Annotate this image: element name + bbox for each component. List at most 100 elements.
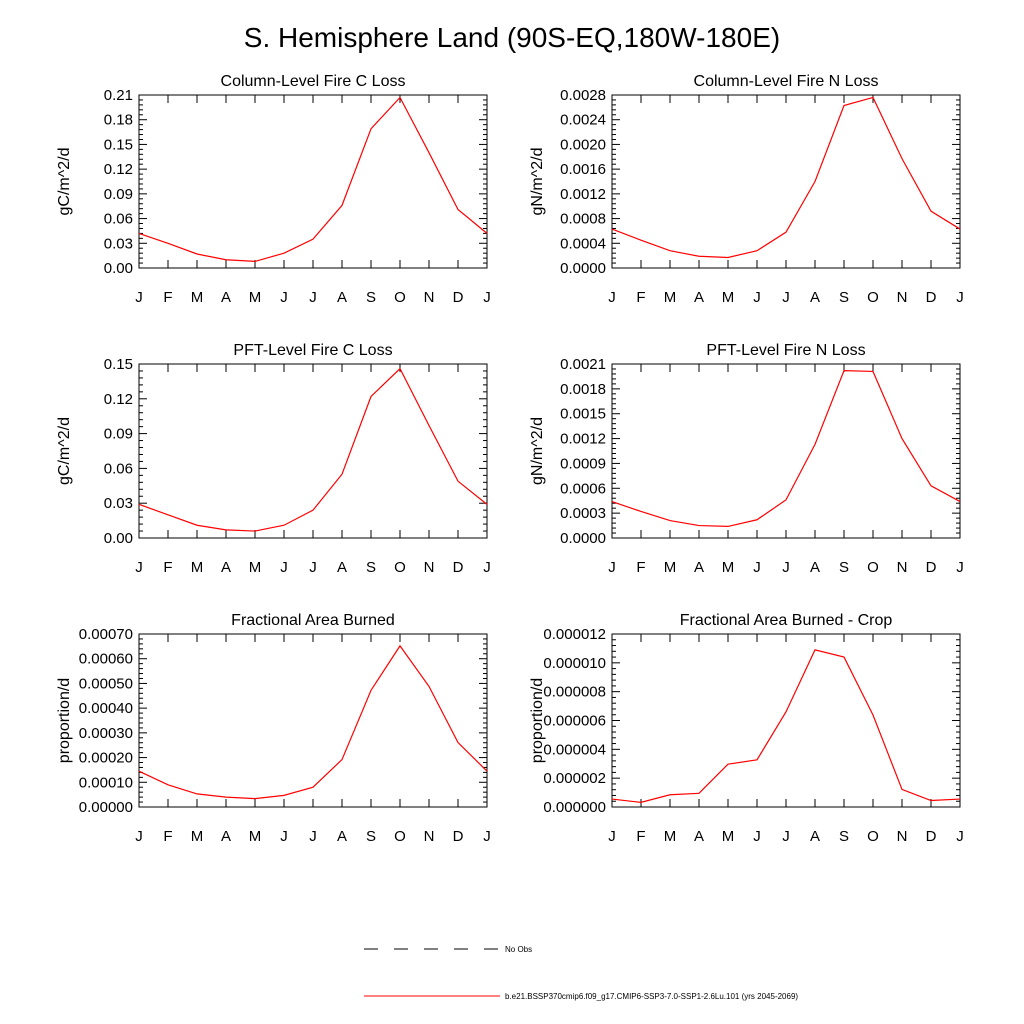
chart-6-xtick-label: D: [926, 828, 937, 845]
chart-2-xtick-label: M: [664, 289, 677, 306]
chart-6-xtick-label: N: [897, 828, 908, 845]
chart-3-xtick-label: O: [394, 559, 406, 576]
chart-6-ytick-label: 0.000008: [543, 684, 606, 701]
chart-5-ytick-label: 0.00060: [79, 651, 133, 668]
chart-5-ytick-label: 0.00020: [79, 750, 133, 767]
chart-5-ytick-label: 0.00030: [79, 725, 133, 742]
chart-6-xtick-label: M: [664, 828, 677, 845]
chart-3-xtick-label: J: [483, 559, 491, 576]
chart-3-ytick-label: 0.06: [104, 460, 133, 477]
chart-2-xtick-label: J: [956, 289, 964, 306]
chart-6-xtick-label: J: [753, 828, 761, 845]
chart-4-ytick-label: 0.0021: [560, 356, 606, 373]
chart-5-xtick-label: O: [394, 828, 406, 845]
chart-1-ytick-label: 0.18: [104, 112, 133, 129]
chart-3-xtick-label: A: [337, 559, 347, 576]
legend-model-label: b.e21.BSSP370cmip6.f09_g17.CMIP6-SSP3-7.…: [505, 992, 798, 1001]
chart-4-series-line: [611, 370, 961, 528]
chart-3-xtick-label: M: [191, 559, 204, 576]
chart-5-title: Fractional Area Burned: [231, 612, 395, 629]
chart-1-xtick-label: M: [249, 289, 262, 306]
chart-3-ytick-label: 0.00: [104, 530, 133, 547]
chart-3-ytick-label: 0.15: [104, 356, 133, 373]
chart-6-ytick-label: 0.000002: [543, 770, 606, 787]
chart-4-frame: [611, 363, 961, 539]
chart-1-series-line: [138, 96, 488, 263]
chart-6-xtick-label: A: [694, 828, 704, 845]
chart-5-ytick-label: 0.00050: [79, 675, 133, 692]
chart-5-ytick-label: 0.00040: [79, 700, 133, 717]
chart-4-ytick-label: 0.0003: [560, 505, 606, 522]
chart-5-ylabel: proportion/d: [56, 678, 73, 763]
chart-4-ytick-label: 0.0012: [560, 431, 606, 448]
chart-3-title: PFT-Level Fire C Loss: [233, 342, 392, 359]
chart-1-ytick-label: 0.15: [104, 136, 133, 153]
chart-1-ytick-label: 0.00: [104, 260, 133, 277]
chart-5-xtick-label: M: [249, 828, 262, 845]
chart-3-xtick-label: J: [280, 559, 288, 576]
chart-6-ytick-label: 0.000012: [543, 626, 606, 643]
chart-1-xtick-label: D: [453, 289, 464, 306]
chart-2-ytick-label: 0.0012: [560, 186, 606, 203]
chart-4-xtick-label: M: [664, 559, 677, 576]
chart-4-ytick-label: 0.0018: [560, 381, 606, 398]
chart-1-ytick-label: 0.09: [104, 186, 133, 203]
chart-1-xtick-label: J: [135, 289, 143, 306]
chart-5-xtick-label: F: [163, 828, 172, 845]
chart-5-xtick-label: D: [453, 828, 464, 845]
chart-4-xtick-label: A: [694, 559, 704, 576]
chart-1-frame: [138, 94, 488, 269]
chart-4-xtick-label: J: [956, 559, 964, 576]
page-title: S. Hemisphere Land (90S-EQ,180W-180E): [243, 22, 781, 53]
chart-6-series-line: [611, 649, 961, 803]
chart-6-xtick-label: J: [782, 828, 790, 845]
chart-6-ytick-label: 0.000006: [543, 713, 606, 730]
chart-4-xtick-label: A: [810, 559, 820, 576]
chart-3-xtick-label: D: [453, 559, 464, 576]
chart-2-series-line: [611, 96, 961, 259]
chart-3-xtick-label: N: [424, 559, 435, 576]
chart-2-ytick-label: 0.0004: [560, 235, 606, 252]
chart-4-ylabel: gN/m^2/d: [529, 417, 546, 485]
chart-2-xtick-label: S: [839, 289, 849, 306]
chart-3-ytick-label: 0.03: [104, 495, 133, 512]
chart-1-xtick-label: O: [394, 289, 406, 306]
chart-4-ytick-label: 0.0015: [560, 406, 606, 423]
chart-2-ytick-label: 0.0024: [560, 112, 606, 129]
chart-2-xtick-label: J: [753, 289, 761, 306]
chart-2-xtick-label: J: [608, 289, 616, 306]
chart-1-xtick-label: S: [366, 289, 376, 306]
chart-6-ytick-label: 0.000000: [543, 799, 606, 816]
chart-3-ytick-label: 0.12: [104, 391, 133, 408]
chart-6-ytick-label: 0.000010: [543, 655, 606, 672]
chart-6-ylabel: proportion/d: [529, 678, 546, 763]
chart-2-ytick-label: 0.0000: [560, 260, 606, 277]
chart-6-xtick-label: M: [722, 828, 735, 845]
chart-2-xtick-label: O: [867, 289, 879, 306]
chart-5-xtick-label: J: [483, 828, 491, 845]
chart-4-ytick-label: 0.0000: [560, 530, 606, 547]
chart-5-series-line: [138, 644, 488, 800]
chart-4-xtick-label: S: [839, 559, 849, 576]
chart-5-frame: [138, 633, 488, 808]
chart-1-ytick-label: 0.21: [104, 87, 133, 104]
chart-4-xtick-label: F: [636, 559, 645, 576]
chart-4-xtick-label: M: [722, 559, 735, 576]
chart-4-xtick-label: J: [782, 559, 790, 576]
chart-5-xtick-label: A: [221, 828, 231, 845]
chart-2-xtick-label: A: [810, 289, 820, 306]
chart-3-xtick-label: M: [249, 559, 262, 576]
chart-5-ytick-label: 0.00070: [79, 626, 133, 643]
chart-1-xtick-label: A: [221, 289, 231, 306]
chart-4-xtick-label: O: [867, 559, 879, 576]
chart-5-xtick-label: J: [280, 828, 288, 845]
chart-4-xtick-label: D: [926, 559, 937, 576]
chart-3-xtick-label: A: [221, 559, 231, 576]
chart-6-xtick-label: A: [810, 828, 820, 845]
chart-1-xtick-label: J: [280, 289, 288, 306]
chart-2-ytick-label: 0.0008: [560, 211, 606, 228]
chart-1-title: Column-Level Fire C Loss: [221, 73, 406, 90]
chart-2-xtick-label: N: [897, 289, 908, 306]
chart-3-xtick-label: J: [135, 559, 143, 576]
